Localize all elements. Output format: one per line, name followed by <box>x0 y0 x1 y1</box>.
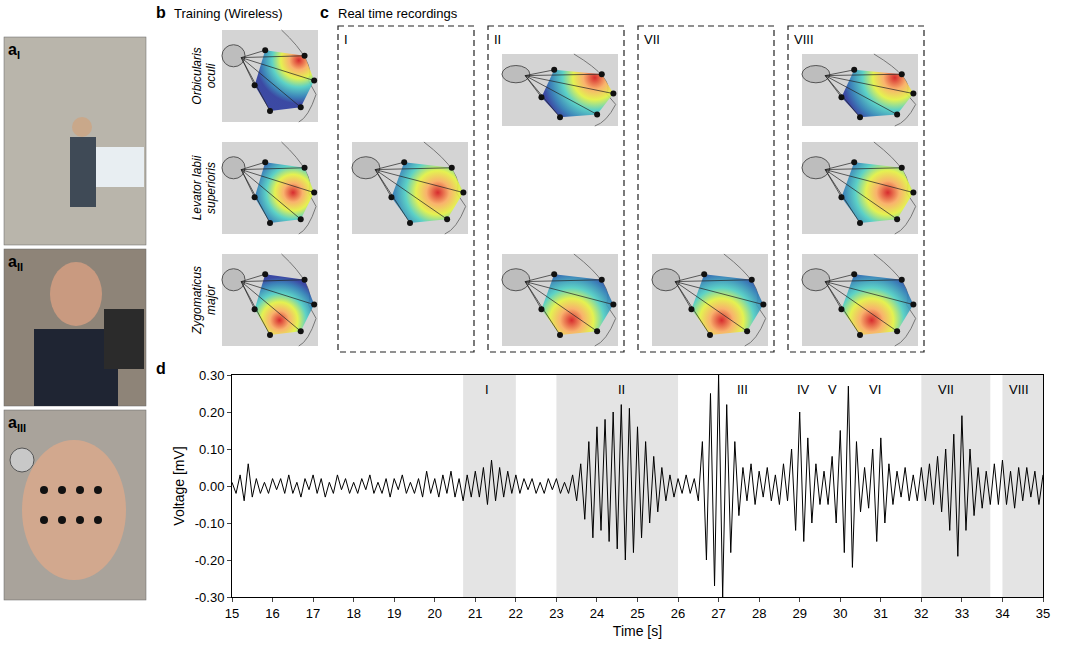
svg-text:VIII: VIII <box>1009 382 1029 397</box>
svg-text:28: 28 <box>752 606 766 621</box>
svg-text:superioris: superioris <box>204 162 218 214</box>
svg-text:0.10: 0.10 <box>199 442 224 457</box>
svg-text:22: 22 <box>509 606 523 621</box>
svg-text:-0.30: -0.30 <box>195 590 225 605</box>
svg-text:25: 25 <box>630 606 644 621</box>
svg-text:19: 19 <box>387 606 401 621</box>
svg-text:V: V <box>828 382 837 397</box>
svg-text:20: 20 <box>428 606 442 621</box>
svg-text:aI: aI <box>8 41 20 61</box>
svg-text:0.00: 0.00 <box>199 479 224 494</box>
svg-text:-0.20: -0.20 <box>195 553 225 568</box>
svg-text:VIII: VIII <box>794 32 814 47</box>
svg-text:0.30: 0.30 <box>199 368 224 383</box>
svg-text:VII: VII <box>644 32 660 47</box>
svg-text:32: 32 <box>914 606 928 621</box>
svg-text:I: I <box>344 32 348 47</box>
svg-text:Orbicularis: Orbicularis <box>190 47 204 104</box>
svg-text:Training (Wireless): Training (Wireless) <box>174 6 283 21</box>
svg-text:b: b <box>156 4 166 21</box>
svg-text:VI: VI <box>869 382 881 397</box>
svg-text:III: III <box>737 382 748 397</box>
svg-text:Voltage [mV]: Voltage [mV] <box>171 446 187 525</box>
svg-text:34: 34 <box>995 606 1009 621</box>
svg-text:23: 23 <box>549 606 563 621</box>
svg-text:IV: IV <box>797 382 810 397</box>
svg-text:Time [s]: Time [s] <box>613 623 662 639</box>
svg-text:21: 21 <box>468 606 482 621</box>
svg-text:26: 26 <box>671 606 685 621</box>
svg-text:17: 17 <box>306 606 320 621</box>
svg-text:II: II <box>494 32 501 47</box>
svg-text:Real time recordings: Real time recordings <box>338 6 458 21</box>
svg-text:Zygomaticus: Zygomaticus <box>190 266 204 335</box>
svg-text:27: 27 <box>711 606 725 621</box>
svg-text:-0.10: -0.10 <box>195 516 225 531</box>
svg-text:c: c <box>320 4 329 21</box>
svg-text:24: 24 <box>590 606 604 621</box>
svg-text:30: 30 <box>833 606 847 621</box>
svg-text:0.20: 0.20 <box>199 405 224 420</box>
svg-text:29: 29 <box>792 606 806 621</box>
svg-text:31: 31 <box>874 606 888 621</box>
svg-text:15: 15 <box>225 606 239 621</box>
svg-text:II: II <box>618 382 625 397</box>
svg-text:d: d <box>156 360 166 377</box>
svg-text:oculi: oculi <box>204 63 218 88</box>
svg-text:aIII: aIII <box>8 414 26 434</box>
svg-text:major: major <box>204 284 218 315</box>
svg-text:33: 33 <box>955 606 969 621</box>
svg-text:VII: VII <box>938 382 954 397</box>
svg-text:aII: aII <box>8 253 23 273</box>
svg-text:16: 16 <box>265 606 279 621</box>
svg-text:I: I <box>485 382 489 397</box>
svg-text:35: 35 <box>1036 606 1050 621</box>
svg-text:Levator labii: Levator labii <box>190 155 204 220</box>
svg-text:18: 18 <box>346 606 360 621</box>
